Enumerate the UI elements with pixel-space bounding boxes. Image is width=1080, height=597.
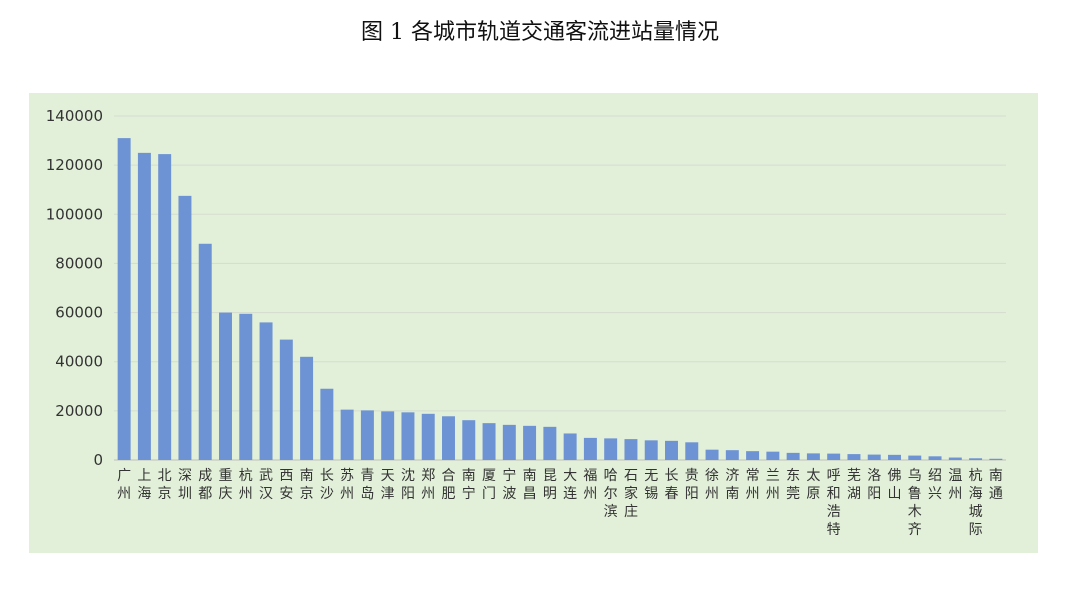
bar xyxy=(198,243,212,460)
y-tick-label: 140000 xyxy=(46,107,103,125)
bar xyxy=(705,449,719,460)
x-tick-label: 兰州 xyxy=(766,468,780,502)
x-tick-label: 佛山 xyxy=(888,468,902,502)
bar xyxy=(969,458,983,460)
bar xyxy=(948,457,962,460)
x-tick-label: 南通 xyxy=(989,468,1003,502)
bar xyxy=(867,454,881,460)
chart-panel xyxy=(29,93,1038,553)
x-tick-label: 昆明 xyxy=(543,468,557,502)
x-tick-label: 合肥 xyxy=(442,468,456,502)
x-tick-label: 贵阳 xyxy=(685,468,699,502)
x-tick-label: 青岛 xyxy=(360,468,374,502)
x-tick-label: 常州 xyxy=(746,468,760,502)
bar xyxy=(604,438,618,460)
x-tick-label: 大连 xyxy=(563,468,577,502)
x-tick-label: 广州 xyxy=(117,468,131,502)
x-tick-label: 成都 xyxy=(198,468,212,502)
x-tick-label: 武汉 xyxy=(259,468,273,502)
y-tick-label: 100000 xyxy=(46,205,103,223)
y-tick-label: 60000 xyxy=(55,304,103,322)
x-tick-label: 郑州 xyxy=(421,468,435,502)
bar xyxy=(219,312,232,460)
x-tick-label: 西安 xyxy=(279,468,293,502)
x-tick-label: 济南 xyxy=(725,468,739,502)
x-tick-label: 杭州 xyxy=(239,468,253,502)
bar xyxy=(888,454,901,460)
x-tick-label: 长春 xyxy=(665,468,679,502)
bar xyxy=(989,458,1003,460)
bar xyxy=(178,195,192,461)
x-tick-label: 太原 xyxy=(806,468,820,502)
x-tick-label: 北京 xyxy=(158,468,172,502)
x-tick-label: 徐州 xyxy=(705,468,719,502)
bar xyxy=(300,356,314,460)
x-tick-label: 杭海城际 xyxy=(969,468,983,538)
bar xyxy=(908,455,922,460)
y-tick-label: 0 xyxy=(93,451,103,469)
x-tick-label: 南宁 xyxy=(462,468,476,502)
x-tick-label: 绍兴 xyxy=(928,468,942,502)
y-tick-label: 40000 xyxy=(55,353,103,371)
bar xyxy=(786,452,800,460)
bar xyxy=(583,437,597,460)
bar xyxy=(320,388,334,460)
bar xyxy=(928,456,942,460)
bar xyxy=(381,411,395,460)
bar xyxy=(360,410,374,460)
bar xyxy=(502,424,516,460)
bar xyxy=(806,453,820,460)
x-tick-label: 福州 xyxy=(583,468,597,502)
chart-title: 图 1 各城市轨道交通客流进站量情况 xyxy=(361,20,719,45)
bar xyxy=(117,138,131,461)
bar xyxy=(847,454,861,460)
y-tick-label: 120000 xyxy=(46,156,103,174)
bar xyxy=(665,440,678,460)
bar xyxy=(543,426,557,460)
y-tick-label: 20000 xyxy=(55,402,103,420)
x-tick-label: 洛阳 xyxy=(867,468,881,502)
bar xyxy=(340,409,354,460)
bar xyxy=(259,322,273,460)
bar xyxy=(624,439,638,460)
x-tick-label: 芜湖 xyxy=(847,467,861,502)
bar xyxy=(827,453,841,460)
bar xyxy=(644,440,658,460)
x-tick-label: 长沙 xyxy=(320,468,334,502)
x-tick-label: 南京 xyxy=(300,468,314,502)
x-tick-label: 乌鲁木齐 xyxy=(908,468,922,538)
x-tick-label: 哈尔滨 xyxy=(604,468,618,520)
x-tick-label: 重庆 xyxy=(219,468,233,502)
y-tick-label: 80000 xyxy=(55,254,103,272)
bar xyxy=(746,451,760,460)
bar xyxy=(401,412,415,460)
bar xyxy=(279,339,293,460)
bar xyxy=(158,154,172,460)
x-tick-label: 东莞 xyxy=(786,468,800,502)
bar xyxy=(523,425,537,460)
x-tick-label: 无锡 xyxy=(644,468,658,502)
x-tick-label: 厦门 xyxy=(482,468,496,502)
bar xyxy=(766,451,780,460)
x-tick-label: 石家庄 xyxy=(624,468,638,520)
x-tick-label: 宁波 xyxy=(502,467,516,502)
x-tick-label: 南昌 xyxy=(523,468,537,502)
bar xyxy=(421,413,435,460)
bar xyxy=(563,433,577,460)
bar xyxy=(725,450,739,460)
x-tick-label: 呼和浩特 xyxy=(827,468,841,538)
bar xyxy=(239,313,253,460)
x-tick-label: 苏州 xyxy=(340,468,354,502)
x-tick-label: 沈阳 xyxy=(401,468,415,502)
x-tick-label: 温州 xyxy=(948,468,962,502)
x-tick-label: 天津 xyxy=(381,468,395,502)
bar xyxy=(482,423,496,460)
bar xyxy=(462,420,476,460)
bar xyxy=(137,152,151,461)
bar xyxy=(442,416,455,460)
x-tick-label: 上海 xyxy=(137,468,151,502)
bar xyxy=(685,442,699,460)
x-tick-label: 深圳 xyxy=(178,468,192,502)
